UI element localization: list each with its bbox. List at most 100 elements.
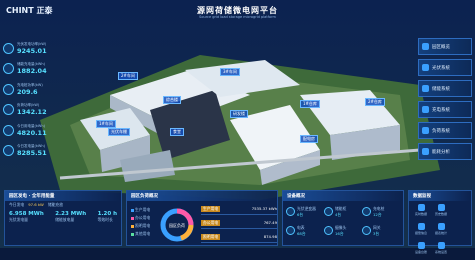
stat-value: 9245.01 <box>17 47 47 55</box>
stat-item: 负荷功率(kW)1342.12 <box>3 100 73 120</box>
legend-swatch <box>131 209 134 212</box>
value: 97.6 kW <box>28 202 44 208</box>
stat-icon <box>3 84 14 95</box>
monitor-icon <box>418 223 425 230</box>
nav-button[interactable]: 光伏系统 <box>418 59 472 76</box>
legend-label: 办公用电 <box>135 215 150 221</box>
nav-button[interactable]: 充电系统 <box>418 101 472 118</box>
panel-title: 园区负荷概况 <box>127 191 277 201</box>
map-label: 3#车间 <box>220 68 240 76</box>
nav-menu: 园区概览光伏系统储能系统充电系统负荷系统能耗分析 <box>418 38 472 164</box>
map-label: 研发楼 <box>230 110 248 118</box>
panel-title: 园区发电 · 全年用能量 <box>5 191 121 201</box>
device-value: 6台 <box>297 212 316 218</box>
legend-item: 生产用电 <box>131 207 150 213</box>
stat-list: 光伏发电功率(kW)9245.01 储能充电量(kWh)1882.04 充电桩功率(… <box>3 38 73 161</box>
device-icon <box>286 207 295 216</box>
monitor-icon <box>418 204 425 211</box>
map-label: 1#车间 <box>96 120 116 128</box>
stat-text: 今日用电量(kWh)4820.11 <box>17 124 47 137</box>
nav-label: 能耗分析 <box>432 149 450 155</box>
panel-title: 设备概况 <box>283 191 403 201</box>
label: 储能充放 <box>48 202 63 208</box>
legend-label: 其他用电 <box>135 231 150 237</box>
legend-item: 其他用电 <box>131 231 150 237</box>
stat-label: 充电桩功率(kW) <box>17 83 43 88</box>
energy-panel: 园区发电 · 全年用能量 今日发电 97.6 kW 储能充放 6.958 MWh… <box>4 190 122 246</box>
map-label: 配电房 <box>300 135 318 143</box>
nav-button[interactable]: 能耗分析 <box>418 143 472 160</box>
device-label: 网关 <box>373 225 381 231</box>
device-value: 16台 <box>335 231 346 237</box>
row-label: 办公用电 <box>201 220 220 226</box>
energy-item: 1.20 h等效时长 <box>98 211 117 223</box>
energy-label: 储能放电量 <box>55 217 86 223</box>
panel-title: 数据监视 <box>409 191 471 201</box>
map-label: 食堂 <box>170 128 184 136</box>
legend-swatch <box>131 233 134 236</box>
monitor-label: 报表统计 <box>431 231 451 235</box>
device-item: 网关3台 <box>362 221 400 240</box>
monitor-item: 报表统计 <box>431 221 451 240</box>
device-text: 充电桩12台 <box>373 206 384 218</box>
nav-label: 园区概览 <box>432 44 450 50</box>
stat-text: 充电桩功率(kW)209.6 <box>17 83 43 96</box>
stat-label: 光伏发电功率(kW) <box>17 42 47 47</box>
monitor-label: 设备台账 <box>411 250 431 254</box>
row-label: 照明用电 <box>201 234 220 240</box>
legend-item: 办公用电 <box>131 215 150 221</box>
monitor-icon <box>438 223 445 230</box>
device-value: 12台 <box>373 212 384 218</box>
nav-icon <box>422 148 429 155</box>
map-label: 2#仓库 <box>365 98 385 106</box>
monitor-item: 设备台账 <box>411 240 431 259</box>
monitor-label: 系统设置 <box>431 250 451 254</box>
monitor-item: 系统设置 <box>431 240 451 259</box>
device-label: 摄像头 <box>335 225 346 231</box>
stat-row: 今日发电 97.6 kW 储能充放 <box>5 201 121 209</box>
device-item: 光伏逆变器6台 <box>286 202 324 221</box>
stat-item: 今日用电量(kWh)4820.11 <box>3 120 73 140</box>
stat-label: 今日用电量(kWh) <box>17 124 47 129</box>
legend-label: 照明用电 <box>135 223 150 229</box>
donut-center: 园区负荷 <box>169 222 185 228</box>
device-text: 储能柜4台 <box>335 206 346 218</box>
monitor-item: 实时数据 <box>411 202 431 221</box>
legend-swatch <box>131 217 134 220</box>
map-label: 综合楼 <box>163 96 181 104</box>
nav-button[interactable]: 储能系统 <box>418 80 472 97</box>
stat-item: 储能充电量(kWh)1882.04 <box>3 59 73 79</box>
monitor-label: 历史数据 <box>431 212 451 216</box>
row-label: 生产用电 <box>201 206 220 212</box>
stat-text: 负荷功率(kW)1342.12 <box>17 103 47 116</box>
row-value: 7535.37 kWh <box>252 206 277 211</box>
monitor-item: 报警信息 <box>411 221 431 240</box>
nav-button[interactable]: 园区概览 <box>418 38 472 55</box>
load-row: 照明用电874.98 <box>201 231 277 243</box>
energy-label: 等效时长 <box>98 217 117 223</box>
nav-button[interactable]: 负荷系统 <box>418 122 472 139</box>
nav-label: 光伏系统 <box>432 65 450 71</box>
load-row: 生产用电 7535.37 kWh <box>201 203 277 215</box>
stat-item: 充电桩功率(kW)209.6 <box>3 79 73 99</box>
load-row: 办公用电 767.49 <box>201 217 277 229</box>
device-icon <box>286 226 295 235</box>
nav-icon <box>422 106 429 113</box>
dashboard: CHINT 正泰 源网荷储微电网平台 Source grid load stor… <box>0 0 475 248</box>
stat-text: 今日发电量(kWh)8285.51 <box>17 144 47 157</box>
load-donut: 园区负荷 <box>157 205 197 245</box>
monitor-panel: 数据监视 实时数据历史数据报警信息报表统计设备台账系统设置 <box>408 190 472 246</box>
row-value: 767.49 <box>264 220 277 225</box>
stat-icon <box>3 63 14 74</box>
device-label: 充电桩 <box>373 206 384 212</box>
stat-icon <box>3 43 14 54</box>
stat-value: 8285.51 <box>17 149 47 157</box>
device-value: 3台 <box>373 231 381 237</box>
device-icon <box>324 207 333 216</box>
